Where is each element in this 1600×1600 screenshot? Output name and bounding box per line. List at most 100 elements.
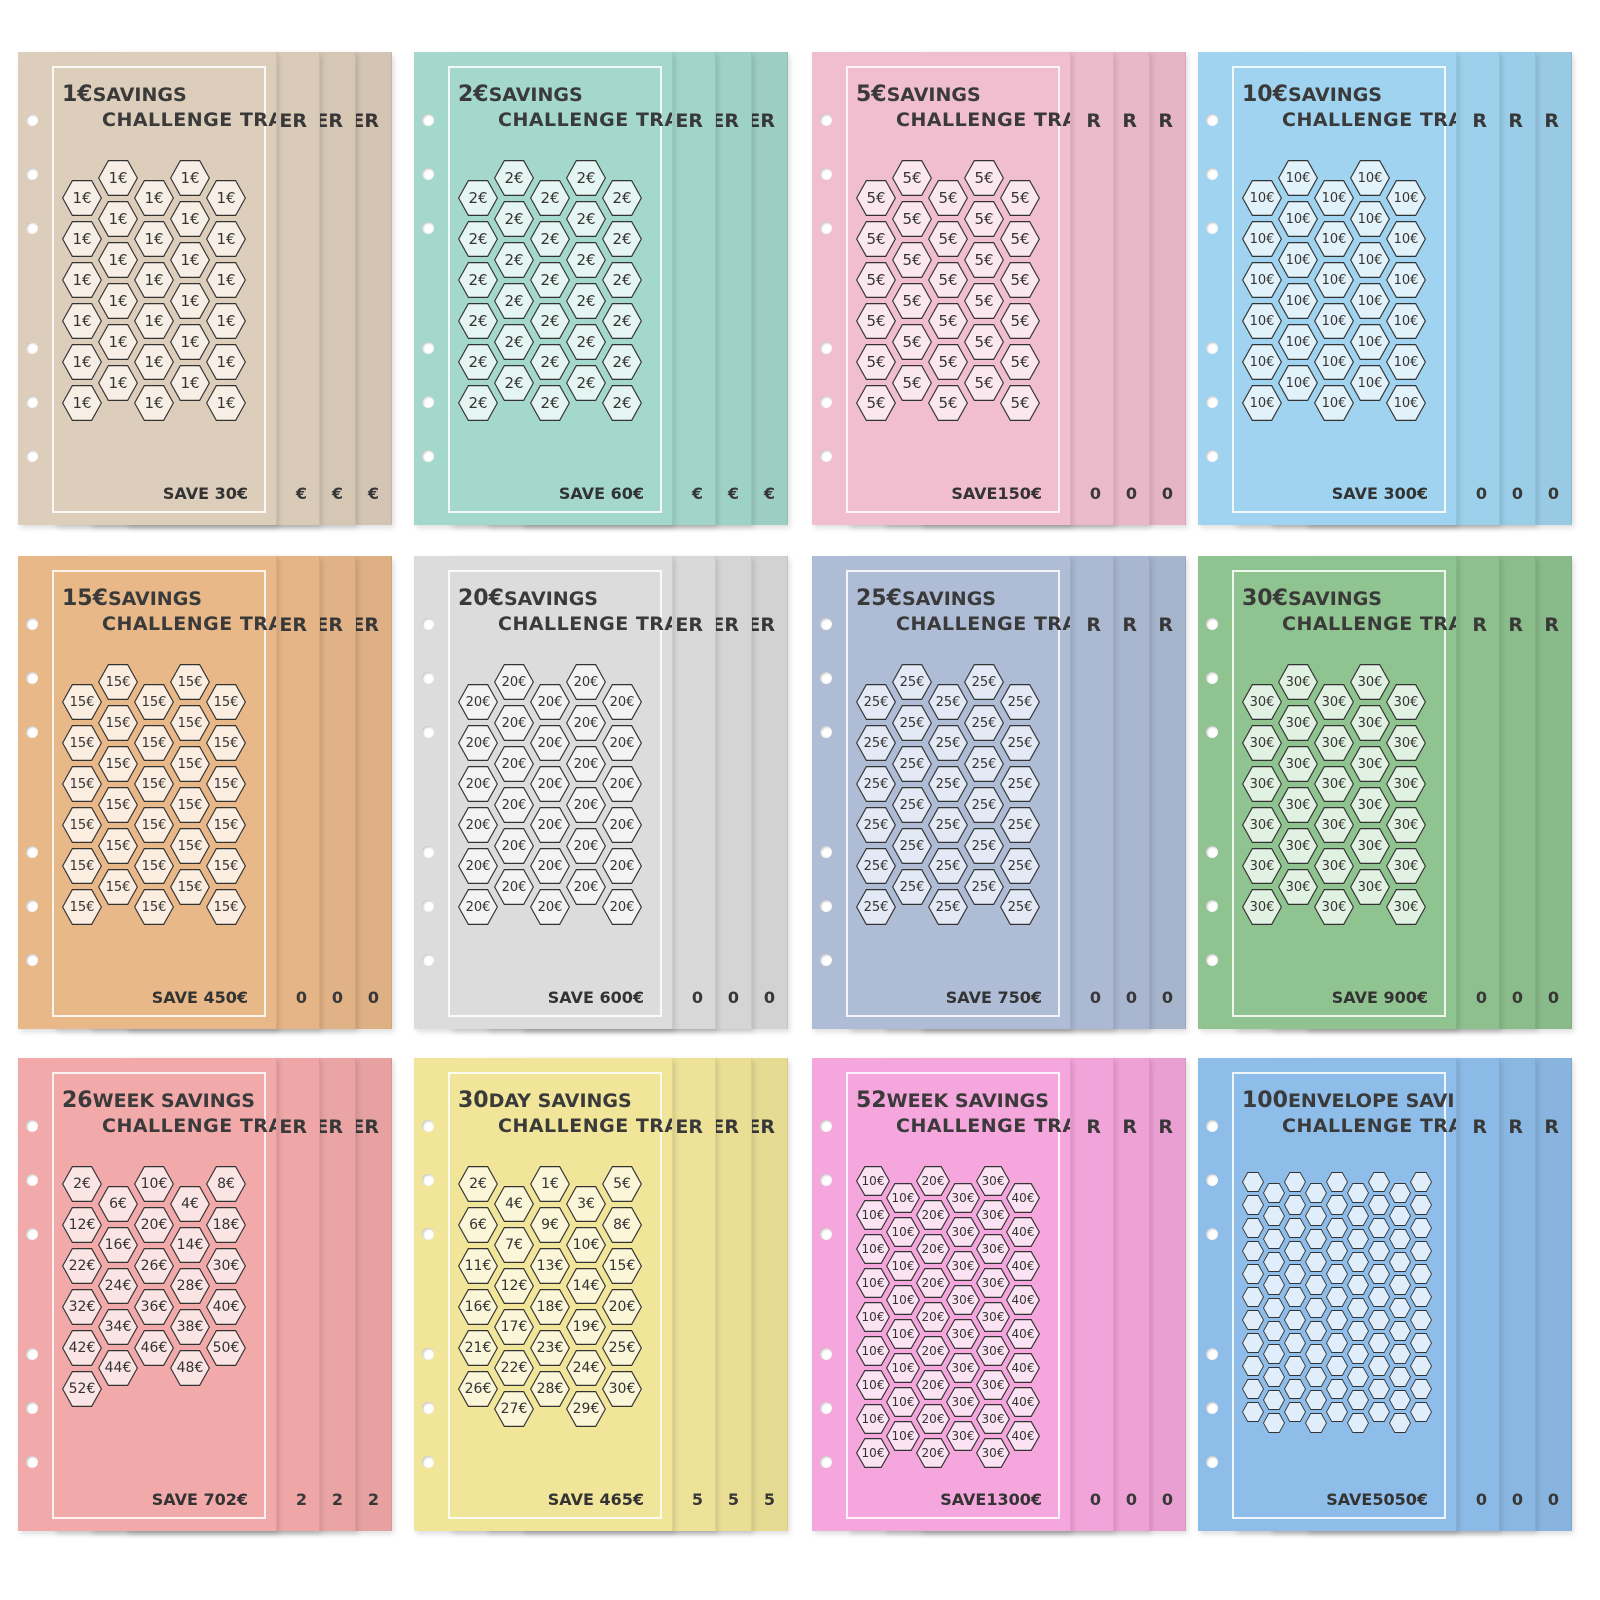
hex-label: 38€: [171, 1310, 209, 1344]
hex-cell: 1€: [62, 221, 102, 257]
hex-cell-small: [1410, 1264, 1432, 1284]
hex-label: 25€: [893, 870, 931, 904]
hex-cell: 1€: [134, 344, 174, 380]
hex-cell: 20€: [566, 705, 606, 741]
hex-cell: 10€: [1242, 303, 1282, 339]
back-sheet-total-edge: 0: [1511, 988, 1523, 1007]
binder-hole: [820, 222, 832, 234]
hex-label: 10€: [1387, 345, 1425, 379]
hex-label: 25€: [857, 890, 895, 924]
hex-label: 2€: [495, 366, 533, 400]
hex-label: 30€: [977, 1167, 1009, 1195]
hex-cell-small: [1284, 1379, 1306, 1399]
binder-hole: [26, 1402, 38, 1414]
hex-cell: 2€: [602, 262, 642, 298]
hex-cell: 15€: [206, 807, 246, 843]
hex-label: 15€: [63, 808, 101, 842]
binder-hole: [422, 672, 434, 684]
hex-label: 15€: [135, 685, 173, 719]
hex-cell: 10€: [1314, 303, 1354, 339]
hex-grid: 2€ 2€ 2€ 2€ 2€ 2€ 2€ 2€ 2€ 2€ 2€ 2€ 2€ 2€ 2€ 2€ 2€ 2€ 2€ 2€…: [458, 160, 658, 460]
back-sheet-title-edge: R: [1544, 614, 1559, 636]
hex-cell: 10€: [856, 1370, 890, 1400]
hex-cell: 15€: [206, 725, 246, 761]
hex-cell: 10€: [1314, 344, 1354, 380]
inner-frame: [52, 66, 266, 513]
hex-label: 30€: [947, 1252, 979, 1280]
hex-cell-small: [1389, 1367, 1411, 1387]
hex-label: 24€: [567, 1351, 605, 1385]
hex-label: 1€: [207, 263, 245, 297]
hex-cell: 10€: [1278, 201, 1318, 237]
hex-cell: 15€: [98, 787, 138, 823]
hex-label: 44€: [99, 1351, 137, 1385]
hex-cell-small: [1305, 1229, 1327, 1249]
hex-cell-small: [1410, 1310, 1432, 1330]
hex-label: 5€: [857, 263, 895, 297]
hex-cell: 25€: [892, 746, 932, 782]
hex-label: 20€: [917, 1371, 949, 1399]
back-sheet-title-edge: ER: [711, 614, 739, 636]
hex-label: 15€: [135, 890, 173, 924]
hex-cell: 1€: [170, 365, 210, 401]
hex-label: 2€: [495, 243, 533, 277]
hex-cell: 1€: [98, 324, 138, 360]
hex-cell: 25€: [1000, 725, 1040, 761]
hex-label: 30€: [1315, 808, 1353, 842]
hex-cell: 30€: [946, 1387, 980, 1417]
hex-label: 15€: [207, 726, 245, 760]
hex-cell: 10€: [1242, 221, 1282, 257]
hex-cell: 1€: [170, 160, 210, 196]
hex-cell: 2€: [458, 385, 498, 421]
hex-label: 30€: [1387, 726, 1425, 760]
hex-label: 25€: [1001, 890, 1039, 924]
hex-label: 14€: [171, 1228, 209, 1262]
hex-label: 9€: [531, 1208, 569, 1242]
hex-cell: 15€: [170, 664, 210, 700]
hex-cell: 20€: [458, 848, 498, 884]
hex-label: 15€: [135, 726, 173, 760]
hex-cell: 16€: [458, 1289, 498, 1325]
hex-cell: 5€: [964, 160, 1004, 196]
hex-label: 1€: [63, 263, 101, 297]
card-title: 30DAY SAVINGS: [458, 1088, 632, 1113]
hex-cell-small: [1305, 1252, 1327, 1272]
hex-cell: 1€: [98, 283, 138, 319]
hex-label: 29€: [567, 1392, 605, 1426]
hex-cell-small: [1368, 1287, 1390, 1307]
hex-label: 2€: [603, 181, 641, 215]
hex-label: 15€: [171, 870, 209, 904]
binder-hole: [26, 450, 38, 462]
hex-cell: 7€: [494, 1227, 534, 1263]
hex-label: 42€: [63, 1331, 101, 1365]
hex-label: 20€: [531, 726, 569, 760]
card-title: 20€SAVINGS: [458, 586, 598, 611]
hex-cell: 1€: [170, 242, 210, 278]
hex-cell: 48€: [170, 1350, 210, 1386]
hex-label: 5€: [929, 386, 967, 420]
hex-label: 30€: [1315, 890, 1353, 924]
hex-cell-small: [1410, 1287, 1432, 1307]
hex-cell: 20€: [602, 725, 642, 761]
hex-label: 28€: [531, 1372, 569, 1406]
hex-cell: 17€: [494, 1309, 534, 1345]
hex-cell-small: [1263, 1344, 1285, 1364]
binder-hole: [1206, 954, 1218, 966]
hex-label: 10€: [857, 1235, 889, 1263]
hex-label: 10€: [1279, 161, 1317, 195]
hex-label: 15€: [63, 767, 101, 801]
hex-cell: 10€: [856, 1336, 890, 1366]
title-word: ENVELOPE SAVINGS: [1287, 1090, 1456, 1112]
title-number: 30€: [1242, 586, 1288, 611]
card-title: 52WEEK SAVINGS: [856, 1088, 1049, 1113]
hex-cell: 1€: [134, 180, 174, 216]
back-sheet-total-edge: 0: [1475, 484, 1487, 503]
hex-label: 20€: [567, 706, 605, 740]
hex-cell-small: [1242, 1241, 1264, 1261]
hex-label: 8€: [603, 1208, 641, 1242]
hex-cell: 10€: [566, 1227, 606, 1263]
hex-label: 2€: [459, 345, 497, 379]
